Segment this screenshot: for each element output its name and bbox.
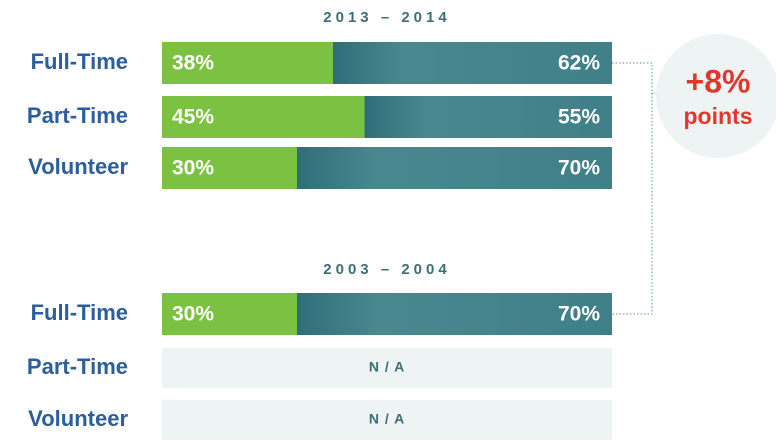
bar-segment	[162, 42, 333, 84]
category-label: Part-Time	[27, 103, 128, 128]
category-label: Full-Time	[31, 300, 128, 325]
bar-segment	[162, 293, 297, 335]
category-label: Part-Time	[27, 354, 128, 379]
na-label: N / A	[369, 411, 405, 427]
bar-segment	[297, 147, 612, 189]
value-label: 62%	[558, 52, 600, 75]
na-bar	[162, 400, 612, 440]
category-label: Full-Time	[31, 49, 128, 74]
bar-segment	[297, 293, 612, 335]
na-bar	[162, 348, 612, 388]
value-label: 30%	[172, 303, 214, 326]
annotation-badge	[656, 34, 776, 158]
annotation-value: +8%	[686, 63, 751, 99]
bar-segment	[333, 42, 612, 84]
category-label: Volunteer	[28, 406, 128, 431]
bar-segment	[364, 96, 612, 138]
value-label: 55%	[558, 106, 600, 129]
value-label: 30%	[172, 157, 214, 180]
bar-segment	[162, 147, 297, 189]
category-label: Volunteer	[28, 154, 128, 179]
chart-title: 2013 – 2014	[323, 9, 450, 26]
value-label: 70%	[558, 157, 600, 180]
bar-segment	[162, 96, 365, 138]
value-label: 38%	[172, 52, 214, 75]
chart-title: 2003 – 2004	[323, 261, 450, 278]
value-label: 45%	[172, 106, 214, 129]
annotation-unit: points	[684, 103, 753, 129]
na-label: N / A	[369, 359, 405, 375]
connector	[612, 62, 660, 315]
value-label: 70%	[558, 303, 600, 326]
